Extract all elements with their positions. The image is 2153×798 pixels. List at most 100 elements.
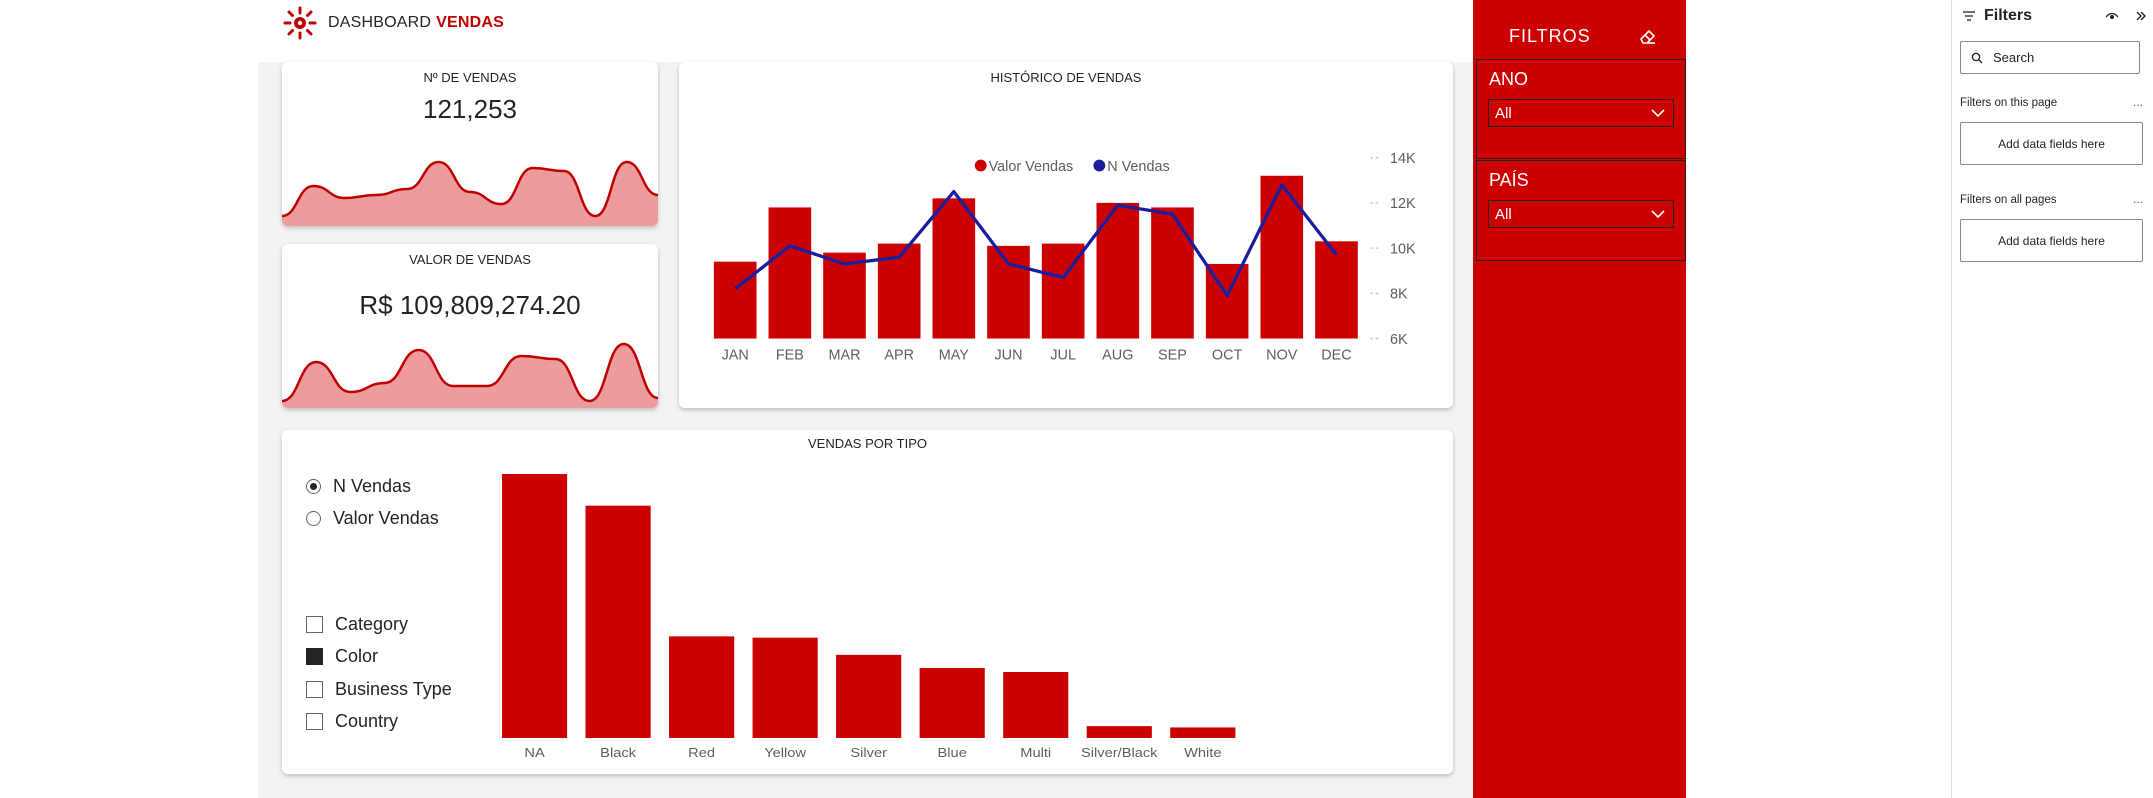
bar-vendas-tipo: [501, 474, 568, 738]
x-tick-label: DEC: [1321, 348, 1351, 364]
bar-valor-vendas: [1151, 207, 1194, 339]
filtros-panel: FILTROS ANO All PAÍS All: [1473, 0, 1686, 798]
bar-valor-vendas: [987, 245, 1030, 339]
pais-dropdown[interactable]: All: [1488, 200, 1674, 228]
pais-value: All: [1495, 206, 1512, 223]
x-tick-label: NOV: [1266, 348, 1298, 364]
report-header: DASHBOARD VENDAS: [258, 0, 1473, 62]
ano-value: All: [1495, 105, 1512, 122]
filters-search-input[interactable]: Search: [1960, 41, 2140, 74]
bar-vendas-tipo: [919, 668, 985, 738]
x-tick-label: Silver: [850, 746, 887, 760]
measure-label: Valor Vendas: [333, 508, 439, 528]
x-tick-label: Yellow: [764, 746, 806, 760]
legend-label: Valor Vendas: [989, 159, 1074, 175]
measure-label: N Vendas: [333, 476, 412, 496]
bar-vendas-tipo: [1086, 726, 1152, 738]
x-tick-label: OCT: [1212, 348, 1243, 364]
dimension-label: Business Type: [335, 679, 452, 699]
ano-slicer: ANO All: [1476, 59, 1686, 159]
radio-button[interactable]: [306, 479, 321, 494]
radio-button[interactable]: [306, 511, 321, 526]
more-options-icon[interactable]: ...: [2132, 95, 2143, 109]
kpi-card-valor-vendas[interactable]: VALOR DE VENDAS R$ 109,809,274.20: [282, 244, 658, 408]
bar-vendas-tipo: [669, 636, 735, 738]
kpi-value: R$ 109,809,274.20: [359, 290, 581, 320]
legend-item: N Vendas: [1093, 159, 1170, 175]
pais-label: PAÍS: [1489, 170, 1529, 190]
x-tick-label: MAY: [939, 348, 970, 364]
bar-valor-vendas: [823, 252, 866, 339]
chart-title: HISTÓRICO DE VENDAS: [990, 70, 1142, 85]
filtros-title: FILTROS: [1509, 26, 1591, 46]
y-tick-label: 10K: [1390, 241, 1416, 257]
eraser-icon[interactable]: [1638, 26, 1658, 46]
y-tick-label: 14K: [1390, 151, 1416, 167]
dimension-option-category[interactable]: Category: [306, 614, 408, 635]
dimension-option-country[interactable]: Country: [306, 711, 398, 732]
vendas-por-tipo-card[interactable]: VENDAS POR TIPO N Vendas Valor Vendas Ca…: [282, 430, 1453, 774]
bar-valor-vendas: [768, 207, 812, 339]
dimension-option-business-type[interactable]: Business Type: [306, 679, 452, 700]
dimension-label: Color: [335, 646, 379, 666]
bar-valor-vendas: [1315, 241, 1358, 339]
sparkline-area: [282, 342, 658, 408]
x-tick-label: White: [1184, 746, 1221, 760]
collapse-pane-icon[interactable]: [2134, 9, 2148, 23]
dimension-label: Country: [335, 711, 399, 731]
pais-slicer: PAÍS All: [1476, 160, 1686, 261]
bar-vendas-tipo: [1003, 672, 1069, 738]
legend-marker: [974, 159, 987, 172]
bar-valor-vendas: [932, 198, 976, 339]
x-tick-label: AUG: [1102, 348, 1133, 364]
chevron-down-icon: [1651, 109, 1665, 118]
add-data-fields-page[interactable]: Add data fields here: [1960, 122, 2143, 165]
bar-vendas-tipo: [752, 637, 818, 738]
x-tick-label: FEB: [776, 348, 804, 364]
legend-item: Valor Vendas: [974, 159, 1074, 175]
bar-vendas-tipo: [836, 654, 902, 738]
x-tick-label: NA: [524, 746, 545, 760]
add-data-fields-all[interactable]: Add data fields here: [1960, 219, 2143, 262]
gear-sun-logo-icon: [283, 6, 317, 40]
brand: DASHBOARD VENDAS: [282, 6, 504, 40]
eye-icon[interactable]: [2105, 9, 2119, 23]
checkbox[interactable]: [306, 648, 323, 665]
filters-pane-header: Filters: [1962, 5, 2147, 27]
measure-option-valor-vendas[interactable]: Valor Vendas: [306, 508, 439, 529]
kpi-card-n-vendas[interactable]: Nº DE VENDAS 121,253: [282, 62, 658, 226]
x-tick-label: MAR: [828, 348, 860, 364]
x-tick-label: JAN: [722, 348, 749, 364]
historico-vendas-card[interactable]: HISTÓRICO DE VENDAS Valor Vendas N Vendas…: [679, 62, 1453, 408]
x-tick-label: Blue: [938, 746, 967, 760]
sparkline-line: [282, 160, 658, 218]
chart-title: VENDAS POR TIPO: [808, 436, 927, 451]
historico-vendas-chart: Valor Vendas N Vendas 6K 8K 10K 12K 14K JAN FEB M…: [713, 151, 1416, 364]
chevron-down-icon: [1651, 210, 1665, 219]
x-tick-label: APR: [884, 348, 914, 364]
filters-on-all-pages-label: Filters on all pages: [1960, 194, 2057, 206]
kpi-title: Nº DE VENDAS: [423, 70, 517, 85]
measure-option-n-vendas[interactable]: N Vendas: [306, 476, 411, 497]
checkbox[interactable]: [306, 616, 323, 633]
dimension-option-color[interactable]: Color: [306, 646, 378, 667]
x-tick-label: Silver/Black: [1081, 746, 1158, 760]
sparkline-fill: [282, 344, 658, 408]
y-tick-label: 8K: [1390, 287, 1408, 303]
checkbox[interactable]: [306, 681, 323, 698]
kpi-value: 121,253: [423, 94, 517, 124]
filter-icon: [1963, 11, 1975, 21]
ano-label: ANO: [1489, 69, 1529, 89]
legend-marker: [1093, 159, 1106, 172]
more-options-icon[interactable]: ...: [2132, 192, 2143, 206]
search-icon: [1971, 52, 1983, 63]
filters-pane: Filters Search Filters on this page ... …: [1951, 0, 2153, 798]
sparkline-line: [282, 342, 658, 403]
sparkline-area: [282, 160, 658, 226]
bar-valor-vendas: [713, 261, 757, 339]
checkbox[interactable]: [306, 713, 323, 730]
bar-vendas-tipo: [1170, 727, 1236, 738]
ano-dropdown[interactable]: All: [1488, 99, 1674, 127]
line-n-vendas: [734, 183, 1338, 298]
report-canvas: DASHBOARD VENDAS Nº DE VENDAS 121,253 VAL…: [258, 0, 1686, 798]
